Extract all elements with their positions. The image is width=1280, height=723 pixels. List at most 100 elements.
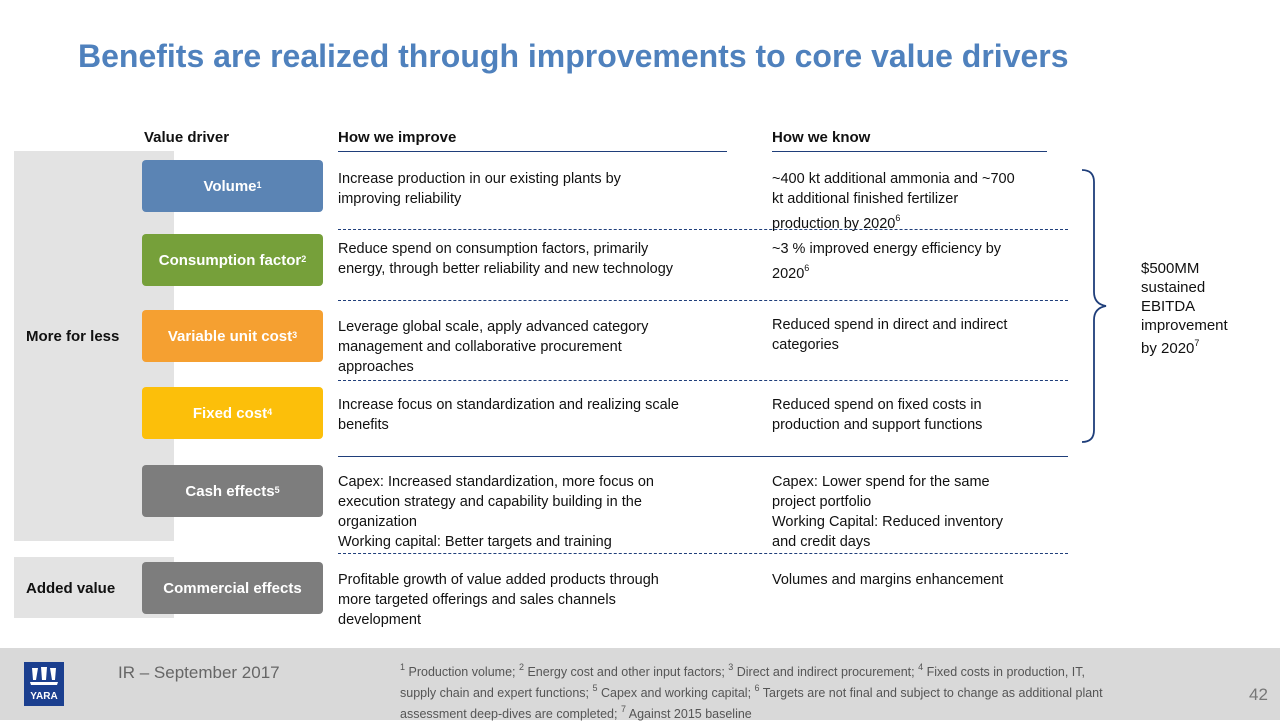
text-line: energy, through better reliability and n… — [338, 261, 674, 277]
text-line: by 20207 — [1141, 335, 1228, 358]
driver-label: Commercial effects — [163, 579, 302, 597]
improve-cell-commercial: Profitable growth of value added product… — [338, 570, 758, 630]
header-underline-know — [772, 151, 1047, 152]
header-how-improve: How we improve — [338, 129, 457, 146]
footnote-text: Against 2015 baseline — [625, 707, 752, 722]
text-line: ~3 % improved energy efficiency by — [772, 241, 1002, 257]
footnote-number: 2 — [518, 662, 524, 672]
footnote-text: Direct and indirect procurement; — [733, 665, 919, 680]
driver-sup: 5 — [274, 485, 280, 495]
row-separator — [338, 300, 1068, 301]
footnote-number: 7 — [620, 704, 626, 715]
improve-cell-volume: Increase production in our existing plan… — [338, 169, 758, 209]
text-line: organization — [338, 514, 417, 530]
know-cell-fixed: Reduced spend on fixed costs in producti… — [772, 395, 1072, 435]
footnote-number: 5 — [592, 683, 598, 694]
text-line: more targeted offerings and sales channe… — [338, 592, 616, 608]
text-line: Capex: Increased standardization, more f… — [338, 474, 654, 490]
curly-brace-icon — [1081, 169, 1107, 443]
text-line: Profitable growth of value added product… — [338, 572, 659, 588]
text-line: improvement — [1141, 317, 1228, 334]
row-separator — [338, 229, 1068, 230]
text-line: approaches — [338, 359, 414, 375]
text-line: $500MM — [1141, 260, 1200, 277]
driver-volume: Volume 1 — [142, 160, 323, 212]
text-line: EBITDA — [1141, 298, 1196, 315]
footnote-ref: 6 — [804, 263, 810, 273]
driver-label: Volume — [203, 177, 257, 195]
footnote-ref: 6 — [895, 213, 901, 223]
page-title: Benefits are realized through improvemen… — [78, 38, 1069, 74]
text-line: Increase focus on standardization and re… — [338, 397, 679, 413]
logo-text: YARA — [30, 691, 57, 702]
footnote-line: 1 Production volume; 2 Energy cost and o… — [400, 660, 1220, 681]
improve-cell-consumption: Reduce spend on consumption factors, pri… — [338, 239, 758, 279]
text-line: categories — [772, 337, 839, 353]
row-separator-solid — [338, 456, 1068, 457]
driver-label: Cash effects — [185, 482, 275, 500]
footnote-text: Energy cost and other input factors; — [523, 665, 729, 680]
text-line: Reduced spend on fixed costs in — [772, 397, 982, 413]
text-line: sustained — [1141, 279, 1206, 296]
driver-sup: 3 — [292, 330, 298, 340]
text-line: 20206 — [772, 259, 1072, 284]
know-cell-variable: Reduced spend in direct and indirect cat… — [772, 315, 1072, 355]
driver-cash-effects: Cash effects 5 — [142, 465, 323, 517]
group-label-more-for-less: More for less — [26, 328, 120, 345]
driver-label: Fixed cost — [192, 404, 268, 422]
text-line: Capex: Lower spend for the same — [772, 474, 990, 490]
text-line: and credit days — [772, 534, 871, 550]
driver-label: Variable unit cost — [167, 327, 293, 345]
driver-consumption-factor: Consumption factor 2 — [142, 234, 323, 286]
text-line: project portfolio — [772, 494, 872, 510]
footer-bar — [0, 648, 1280, 720]
footnote-text: Capex and working capital; — [597, 686, 755, 701]
text-line: kt additional finished fertilizer — [772, 191, 959, 207]
text-line: Reduced spend in direct and indirect — [772, 317, 1008, 333]
header-value-driver: Value driver — [144, 129, 230, 146]
text-line: Volumes and margins enhancement — [772, 572, 1004, 588]
footnote-number: 6 — [754, 683, 760, 694]
header-how-know: How we know — [772, 129, 871, 146]
ebitda-note: $500MM sustained EBITDA improvement by 2… — [1141, 259, 1228, 358]
page-number: 42 — [1249, 685, 1268, 704]
text-line: ~400 kt additional ammonia and ~700 — [772, 171, 1015, 187]
know-cell-consumption: ~3 % improved energy efficiency by 20206 — [772, 239, 1072, 284]
driver-sup: 4 — [267, 407, 273, 417]
footnote-text: assessment deep-dives are completed; — [400, 707, 621, 722]
text-line: Increase production in our existing plan… — [338, 171, 621, 187]
know-cell-commercial: Volumes and margins enhancement — [772, 570, 1072, 590]
text-line: execution strategy and capability buildi… — [338, 494, 642, 510]
text-line: production and support functions — [772, 417, 983, 433]
group-label-added-value: Added value — [26, 580, 116, 597]
text-line: benefits — [338, 417, 389, 433]
footnote-line: supply chain and expert functions; 5 Cap… — [400, 681, 1220, 702]
text-line: Working capital: Better targets and trai… — [338, 534, 612, 550]
footnote-number: 3 — [728, 662, 734, 672]
driver-variable-unit-cost: Variable unit cost 3 — [142, 310, 323, 362]
row-separator — [338, 380, 1068, 381]
text-line: improving reliability — [338, 191, 462, 207]
driver-sup: 1 — [256, 180, 262, 190]
text-line: management and collaborative procurement — [338, 339, 622, 355]
improve-cell-variable: Leverage global scale, apply advanced ca… — [338, 317, 758, 377]
footnote-ref: 7 — [1194, 338, 1200, 348]
driver-sup: 2 — [301, 254, 307, 264]
footer-ir-date: IR – September 2017 — [118, 663, 280, 682]
driver-fixed-cost: Fixed cost 4 — [142, 387, 323, 439]
text-line: Working Capital: Reduced inventory — [772, 514, 1004, 530]
footnotes: 1 Production volume; 2 Energy cost and o… — [400, 660, 1220, 723]
footnote-number: 4 — [918, 662, 924, 672]
text-span: by 2020 — [1141, 340, 1195, 357]
header-underline-improve — [338, 151, 727, 152]
row-separator — [338, 553, 1068, 554]
footnote-line: assessment deep-dives are completed; 7 A… — [400, 702, 1220, 723]
improve-cell-fixed: Increase focus on standardization and re… — [338, 395, 758, 435]
text-line: production by 20206 — [772, 209, 1072, 234]
know-cell-cash: Capex: Lower spend for the same project … — [772, 472, 1072, 552]
text-line: Reduce spend on consumption factors, pri… — [338, 241, 649, 257]
footnote-text: Fixed costs in production, IT, — [923, 665, 1085, 680]
text-span: production by 2020 — [772, 215, 896, 232]
text-line: development — [338, 612, 422, 628]
footnote-text: supply chain and expert functions; — [400, 686, 593, 701]
